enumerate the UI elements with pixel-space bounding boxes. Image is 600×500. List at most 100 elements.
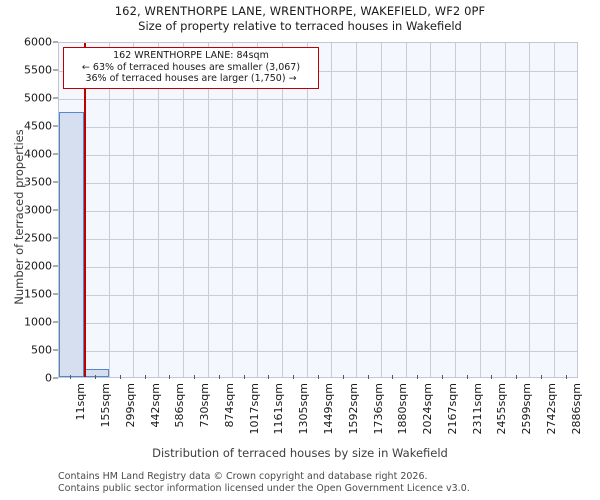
x-tick-label: 2599sqm [520, 383, 534, 435]
x-tick-mark [392, 375, 393, 379]
y-tick-mark [53, 349, 58, 351]
gridlines [59, 43, 577, 377]
x-tick-label: 1017sqm [247, 383, 261, 435]
y-tick-mark [53, 265, 58, 267]
y-tick-mark [53, 181, 58, 183]
y-tick-mark [53, 377, 58, 379]
x-tick-mark [318, 375, 319, 379]
x-tick-mark [491, 375, 492, 379]
x-axis: 11sqm 155sqm 299sqm 442sqm 586sqm 730sqm 874sq… [58, 375, 583, 449]
x-tick-label: 2742sqm [544, 383, 558, 435]
gridline-vertical [307, 43, 308, 377]
gridline-vertical [430, 43, 431, 377]
gridline-horizontal [59, 267, 577, 268]
x-tick-label: 1161sqm [272, 383, 286, 435]
x-tick-label: 1592sqm [346, 383, 360, 435]
x-tick-label: 1305sqm [297, 383, 311, 435]
gridline-vertical [109, 43, 110, 377]
gridline-vertical [208, 43, 209, 377]
y-tick-label: 5500 [24, 63, 52, 77]
x-tick-mark [368, 375, 369, 379]
x-tick-mark [541, 375, 542, 379]
y-tick-label: 2500 [24, 231, 52, 245]
x-tick-label: 874sqm [222, 383, 236, 428]
gridline-vertical [183, 43, 184, 377]
x-tick-label: 2886sqm [569, 383, 583, 435]
y-tick-mark [53, 321, 58, 323]
y-tick-mark [53, 153, 58, 155]
y-tick-mark [53, 97, 58, 99]
gridline-vertical [505, 43, 506, 377]
x-tick-mark [417, 375, 418, 379]
gridline-vertical [381, 43, 382, 377]
bar [59, 112, 84, 377]
gridline-horizontal [59, 351, 577, 352]
y-tick-label: 3000 [24, 203, 52, 217]
y-tick-mark [53, 237, 58, 239]
footer: Contains HM Land Registry data © Crown c… [58, 471, 598, 494]
x-tick-mark [120, 375, 121, 379]
y-tick-label: 500 [31, 343, 52, 357]
y-tick-label: 5000 [24, 91, 52, 105]
x-tick-mark [343, 375, 344, 379]
footer-line-licence: Contains public sector information licen… [58, 482, 470, 494]
x-tick-mark [169, 375, 170, 379]
x-tick-label: 2024sqm [421, 383, 435, 435]
x-tick-label: 442sqm [148, 383, 162, 428]
gridline-horizontal [59, 183, 577, 184]
x-tick-mark [467, 375, 468, 379]
bar-series [59, 43, 577, 377]
x-tick-mark [194, 375, 195, 379]
x-axis-title: Distribution of terraced houses by size … [152, 446, 448, 460]
x-tick-label: 155sqm [99, 383, 113, 428]
gridline-horizontal [59, 99, 577, 100]
gridline-vertical [529, 43, 530, 377]
x-tick-label: 586sqm [173, 383, 187, 428]
gridline-vertical [282, 43, 283, 377]
x-tick-mark [442, 375, 443, 379]
annotation-line-title: 162 WRENTHORPE LANE: 84sqm [113, 50, 269, 61]
x-tick-mark [244, 375, 245, 379]
y-tick-label: 2000 [24, 259, 52, 273]
x-tick-label: 2311sqm [470, 383, 484, 435]
gridline-vertical [331, 43, 332, 377]
x-tick-mark [516, 375, 517, 379]
annotation-line-larger: 36% of terraced houses are larger (1,750… [85, 73, 297, 84]
x-tick-label: 2167sqm [445, 383, 459, 435]
x-tick-mark [70, 375, 71, 379]
gridline-vertical [480, 43, 481, 377]
gridline-vertical [158, 43, 159, 377]
gridline-horizontal [59, 295, 577, 296]
gridline-vertical [257, 43, 258, 377]
gridline-vertical [133, 43, 134, 377]
y-axis-title: Number of terraced properties [12, 129, 26, 305]
gridline-vertical [356, 43, 357, 377]
gridline-horizontal [59, 155, 577, 156]
y-tick-label: 4500 [24, 119, 52, 133]
property-marker-line [83, 43, 86, 377]
x-tick-mark [95, 375, 96, 379]
y-axis: 0 500 1000 1500 2000 2500 3000 3500 4000 4500 5000… [0, 36, 58, 385]
property-marker-layer [59, 43, 577, 377]
gridline-horizontal [59, 211, 577, 212]
gridline-horizontal [59, 239, 577, 240]
chart-title-block: 162, WRENTHORPE LANE, WRENTHORPE, WAKEFI… [0, 4, 600, 34]
y-tick-label: 1000 [24, 315, 52, 329]
gridline-vertical [455, 43, 456, 377]
page-title: 162, WRENTHORPE LANE, WRENTHORPE, WAKEFI… [114, 4, 486, 18]
x-tick-label: 2455sqm [495, 383, 509, 435]
y-tick-mark [53, 69, 58, 71]
y-tick-label: 1500 [24, 287, 52, 301]
footer-line-copyright: Contains HM Land Registry data © Crown c… [58, 471, 428, 482]
y-tick-mark [53, 41, 58, 43]
y-tick-label: 6000 [24, 35, 52, 49]
x-tick-label: 730sqm [198, 383, 212, 428]
x-tick-label: 1880sqm [396, 383, 410, 435]
y-tick-label: 0 [45, 371, 52, 385]
y-tick-label: 4000 [24, 147, 52, 161]
x-tick-label: 1449sqm [322, 383, 335, 435]
x-tick-mark [293, 375, 294, 379]
y-tick-mark [53, 125, 58, 127]
annotation-line-smaller: ← 63% of terraced houses are smaller (3,… [81, 61, 301, 73]
x-tick-mark [566, 375, 567, 379]
